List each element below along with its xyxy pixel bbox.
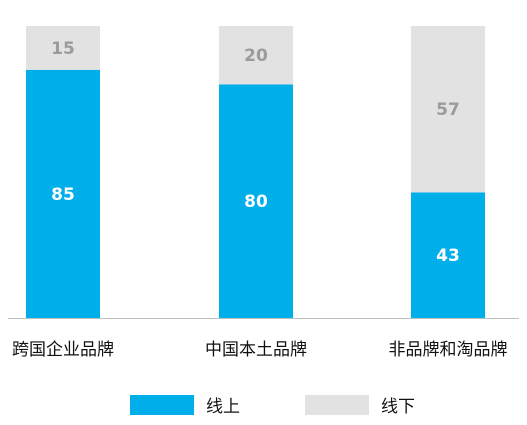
legend-swatch-online (130, 394, 194, 415)
data-label-offline-2: 20 (244, 46, 268, 66)
data-label-online-3: 43 (436, 246, 460, 266)
data-label-offline-1: 15 (51, 39, 75, 59)
bar-online-3 (411, 192, 485, 318)
legend-label-offline: 线下 (381, 397, 415, 417)
category-labels: 跨国企业品牌 中国本土品牌 非品牌和淘品牌 (12, 340, 508, 360)
legend: 线上 线下 (0, 392, 527, 417)
data-label-online-2: 80 (244, 192, 268, 212)
category-label-1: 跨国企业品牌 (12, 340, 114, 360)
legend-item-online: 线上 (130, 392, 240, 417)
bar-online-1 (26, 69, 100, 318)
category-label-3: 非品牌和淘品牌 (389, 340, 508, 360)
bar-offline-1 (26, 26, 100, 70)
legend-label-online: 线上 (206, 397, 240, 417)
data-label-offline-3: 57 (436, 100, 460, 120)
bar-online-2 (219, 84, 293, 319)
category-label-2: 中国本土品牌 (205, 340, 307, 360)
legend-item-offline: 线下 (305, 392, 415, 417)
bar-offline-3 (411, 26, 485, 193)
stacked-bar-chart: 85 15 80 20 43 57 跨国企业品牌 中国本土品牌 非品牌和淘品牌 (8, 26, 519, 360)
bars-group: 85 15 80 20 43 57 (26, 26, 485, 319)
data-label-online-1: 85 (51, 185, 75, 205)
legend-swatch-offline (305, 394, 369, 415)
bar-offline-2 (219, 26, 293, 85)
